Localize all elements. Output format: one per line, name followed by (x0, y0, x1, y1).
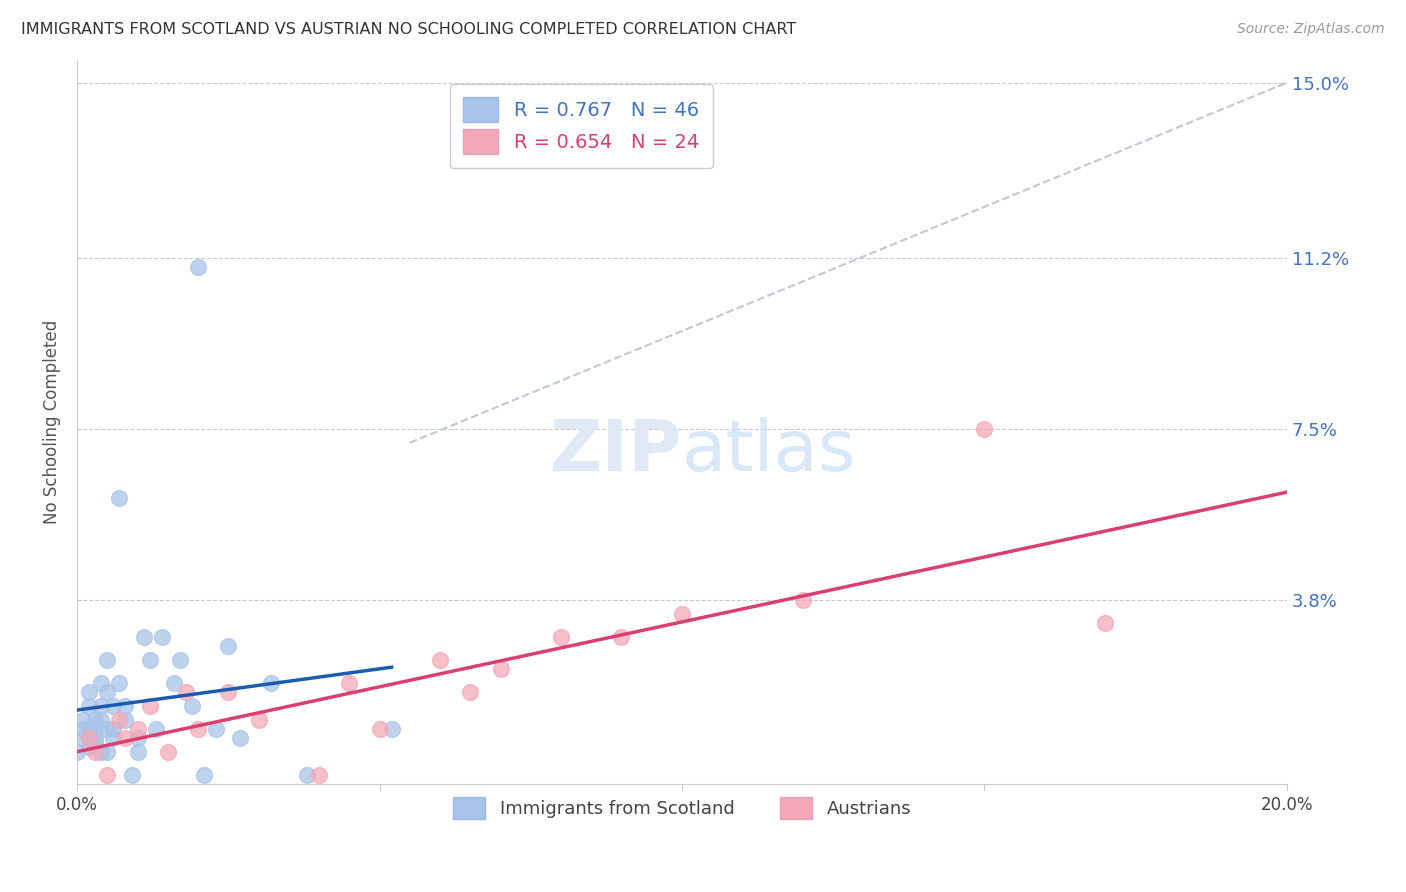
Point (132, 630, 155, 644)
Point (108, 491, 131, 506)
Point (458, 685, 481, 699)
Y-axis label: No Schooling Completed: No Schooling Completed (44, 320, 60, 524)
Point (103, 722, 125, 736)
Point (610, 630, 633, 644)
Point (337, 676, 360, 690)
Point (90, 713, 112, 727)
Point (193, 768, 215, 782)
Point (163, 676, 186, 690)
Point (169, 653, 191, 667)
Point (429, 653, 451, 667)
Point (90, 698, 112, 713)
Legend: Immigrants from Scotland, Austrians: Immigrants from Scotland, Austrians (446, 789, 918, 826)
Point (181, 698, 204, 713)
Point (247, 713, 270, 727)
Point (187, 722, 209, 736)
Point (792, 592, 814, 607)
Point (77, 698, 100, 713)
Point (96, 685, 118, 699)
Point (671, 607, 693, 621)
Point (308, 768, 330, 782)
Point (103, 731, 125, 746)
Point (77, 726, 100, 740)
Point (217, 685, 239, 699)
Point (121, 768, 143, 782)
Point (84, 713, 107, 727)
Point (138, 698, 160, 713)
Point (77, 722, 100, 736)
Point (72, 731, 94, 746)
Point (381, 722, 404, 736)
Point (77, 685, 100, 699)
Point (72, 722, 94, 736)
Point (103, 698, 125, 713)
Point (108, 713, 131, 727)
Point (973, 422, 995, 436)
Point (217, 639, 239, 653)
Point (114, 698, 136, 713)
Point (90, 745, 112, 759)
Point (550, 630, 572, 644)
Point (90, 676, 112, 690)
Point (108, 676, 131, 690)
Point (1094, 615, 1116, 630)
Point (127, 722, 149, 736)
Text: atlas: atlas (682, 417, 856, 485)
Point (138, 653, 160, 667)
Point (127, 745, 149, 759)
Point (259, 676, 281, 690)
Point (84, 722, 107, 736)
Point (145, 722, 167, 736)
Point (205, 722, 228, 736)
Point (96, 653, 118, 667)
Point (84, 731, 107, 746)
Point (174, 685, 197, 699)
Point (114, 731, 136, 746)
Point (96, 768, 118, 782)
Point (84, 736, 107, 750)
Point (187, 260, 209, 275)
Point (96, 745, 118, 759)
Point (295, 768, 318, 782)
Point (229, 731, 252, 746)
Point (156, 745, 179, 759)
Point (489, 662, 512, 676)
Point (127, 731, 149, 746)
Text: Source: ZipAtlas.com: Source: ZipAtlas.com (1237, 22, 1385, 37)
Point (114, 713, 136, 727)
Point (368, 722, 391, 736)
Point (66, 745, 89, 759)
Point (72, 713, 94, 727)
Text: ZIP: ZIP (550, 417, 682, 485)
Text: IMMIGRANTS FROM SCOTLAND VS AUSTRIAN NO SCHOOLING COMPLETED CORRELATION CHART: IMMIGRANTS FROM SCOTLAND VS AUSTRIAN NO … (21, 22, 796, 37)
Point (96, 722, 118, 736)
Point (84, 745, 107, 759)
Point (150, 630, 173, 644)
Point (77, 731, 100, 746)
Point (77, 740, 100, 755)
